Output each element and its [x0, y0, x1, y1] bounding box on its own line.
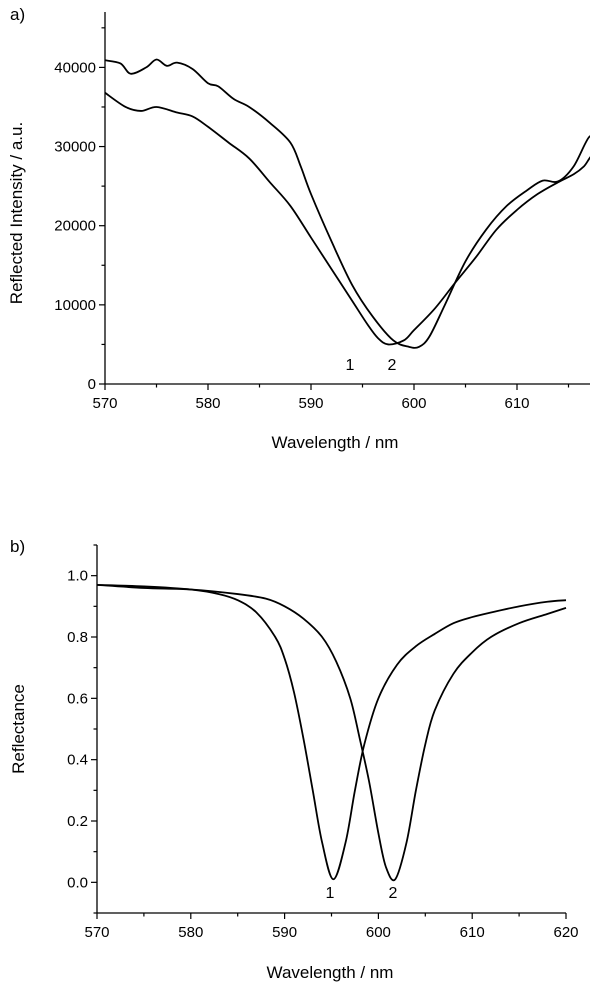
panel-a-x-axis-title: Wavelength / nm	[272, 433, 399, 452]
panel-b-x-tick-label: 600	[366, 924, 391, 941]
panel-b-label: b)	[10, 537, 25, 556]
panel-a-x-tick-label: 590	[298, 395, 323, 412]
panel-a-label: a)	[10, 5, 25, 24]
panel-b-series-1-line	[96, 583, 567, 881]
panel-b-x-tick-label: 570	[84, 924, 109, 941]
panel-a-series-2-line	[104, 58, 590, 349]
panel-b-x-tick-label: 610	[460, 924, 485, 941]
panel-b-y-axis-title: Reflectance	[9, 684, 28, 774]
panel-b-series-2-line	[96, 583, 567, 882]
panel-b-y-tick-label: 0.2	[67, 813, 88, 830]
panel-a-y-axis-title: Reflected Intensity / a.u.	[7, 122, 26, 304]
panel-a-x-tick-label: 570	[92, 395, 117, 412]
panel-a-y-tick-label: 40000	[54, 59, 96, 76]
panel-b: b) Reflectance Wavelength / nm 1 2 570 58…	[9, 537, 579, 982]
panel-a-x-tick-label: 610	[504, 395, 529, 412]
panel-b-x-tick-label: 580	[178, 924, 203, 941]
panel-a-y-tick-label: 20000	[54, 218, 96, 235]
panel-b-x-axis-title: Wavelength / nm	[267, 963, 394, 982]
panel-b-y-tick-label: 0.0	[67, 874, 88, 891]
panel-a-y-tick-label: 30000	[54, 139, 96, 156]
panel-b-y-tick-label: 0.4	[67, 752, 88, 769]
panel-b-curve-label-2: 2	[389, 885, 398, 902]
panel-a-y-tick-label: 10000	[54, 297, 96, 314]
panel-a-curve-label-1: 1	[346, 357, 355, 374]
panel-a-x-tick-label: 580	[195, 395, 220, 412]
panel-a: a) Reflected Intensity / a.u. Wavelength…	[7, 5, 590, 452]
panel-a-series-1-line	[104, 91, 590, 346]
panel-a-x-tick-label: 600	[401, 395, 426, 412]
panel-b-x-tick-label: 590	[272, 924, 297, 941]
panel-a-y-tick-label: 0	[88, 376, 96, 393]
panel-b-y-tick-label: 1.0	[67, 568, 88, 585]
panel-b-y-tick-label: 0.6	[67, 690, 88, 707]
panel-b-curve-label-1: 1	[326, 885, 335, 902]
panel-b-y-tick-label: 0.8	[67, 629, 88, 646]
panel-a-curve-label-2: 2	[388, 357, 397, 374]
panel-b-x-tick-label: 620	[553, 924, 578, 941]
